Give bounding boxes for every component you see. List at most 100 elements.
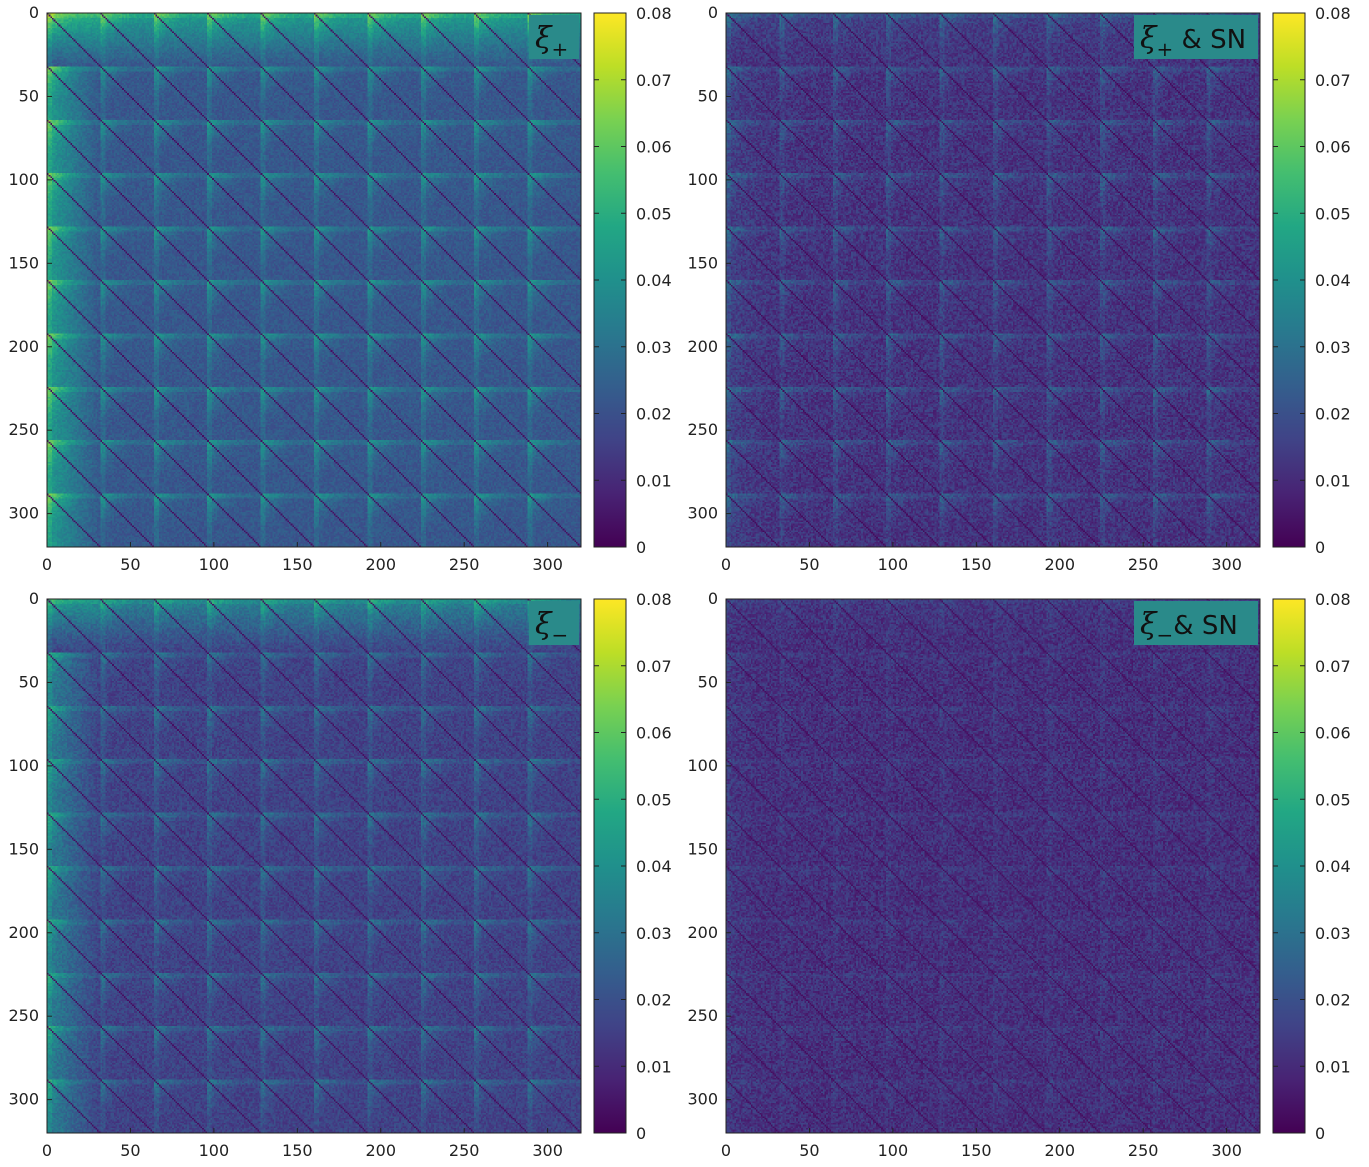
x-tick-label: 150 (282, 555, 313, 574)
y-tick-label: 300 (687, 1090, 718, 1109)
y-tick-label: 300 (8, 1090, 39, 1109)
x-tick-label: 250 (1128, 555, 1159, 574)
chart-title: ξ− (535, 607, 568, 647)
plot-frame (46, 12, 582, 548)
colorbar-tick-label: 0 (636, 1124, 646, 1143)
x-tick-label: 0 (721, 555, 731, 574)
colorbar (1272, 12, 1306, 548)
heatmap-panel-4: 0 50 100 150 200 250 300 0 50 100 150 200 250 300 ξ−& … (687, 589, 1350, 1160)
colorbar-tick-label: 0.08 (636, 4, 672, 23)
y-tick-label: 50 (19, 672, 39, 691)
colorbar-tick-label: 0.04 (636, 857, 672, 876)
chart-title: ξ+ (535, 21, 568, 61)
x-tick-label: 100 (878, 1141, 909, 1160)
colorbar-tick-label: 0.05 (636, 204, 672, 223)
x-tick-label: 200 (365, 1141, 396, 1160)
heatmap-image (726, 13, 1260, 547)
colorbar-tick-label: 0 (1315, 538, 1325, 557)
y-tick-label: 250 (687, 1006, 718, 1025)
x-tick-label: 50 (120, 1141, 140, 1160)
colorbar-tick-label: 0.01 (636, 471, 672, 490)
colorbar-tick-label: 0.02 (636, 991, 672, 1010)
heatmap-image (47, 599, 581, 1133)
heatmap-panel-3: 0 50 100 150 200 250 300 0 50 100 150 200 250 300 ξ− 0 0… (8, 589, 671, 1160)
x-tick-label: 100 (199, 1141, 230, 1160)
title-box (529, 601, 579, 645)
colorbar-tick-label: 0.03 (636, 338, 672, 357)
y-tick-label: 200 (8, 337, 39, 356)
x-tick-label: 150 (961, 555, 992, 574)
colorbar-tick-label: 0.02 (1315, 991, 1351, 1010)
x-tick-label: 0 (721, 1141, 731, 1160)
title-box (529, 15, 579, 59)
y-tick-label: 50 (698, 86, 718, 105)
y-tick-label: 150 (8, 253, 39, 272)
colorbar-tick-label: 0.07 (1315, 71, 1351, 90)
x-tick-label: 250 (1128, 1141, 1159, 1160)
y-tick-label: 0 (29, 3, 39, 22)
x-tick-label: 300 (1211, 555, 1242, 574)
y-tick-label: 200 (687, 923, 718, 942)
y-tick-label: 200 (687, 337, 718, 356)
x-tick-label: 0 (42, 1141, 52, 1160)
y-tick-label: 150 (687, 253, 718, 272)
colorbar (593, 598, 627, 1134)
y-tick-label: 100 (687, 170, 718, 189)
colorbar-tick-label: 0.01 (636, 1057, 672, 1076)
colorbar-tick-label: 0.02 (636, 405, 672, 424)
colorbar-tick-label: 0.02 (1315, 405, 1351, 424)
x-tick-label: 300 (532, 1141, 563, 1160)
colorbar-tick-label: 0.04 (1315, 271, 1351, 290)
y-tick-label: 250 (8, 420, 39, 439)
x-tick-label: 200 (365, 555, 396, 574)
y-tick-label: 100 (8, 756, 39, 775)
y-tick-label: 150 (687, 839, 718, 858)
plot-frame (725, 12, 1261, 548)
colorbar-tick-label: 0.03 (1315, 924, 1351, 943)
x-tick-label: 300 (532, 555, 563, 574)
x-tick-label: 200 (1044, 555, 1075, 574)
heatmap-image (726, 599, 1260, 1133)
x-tick-label: 250 (449, 555, 480, 574)
colorbar-tick-label: 0.06 (1315, 138, 1351, 157)
colorbar-tick-label: 0.03 (1315, 338, 1351, 357)
heatmap-panel-2: 0 50 100 150 200 250 300 0 50 100 150 200 250 300 ξ+ &… (687, 3, 1350, 574)
y-tick-label: 50 (19, 86, 39, 105)
y-tick-label: 250 (8, 1006, 39, 1025)
colorbar-tick-label: 0 (1315, 1124, 1325, 1143)
x-tick-label: 250 (449, 1141, 480, 1160)
y-tick-label: 200 (8, 923, 39, 942)
colorbar-tick-label: 0.07 (636, 657, 672, 676)
x-tick-label: 150 (282, 1141, 313, 1160)
x-tick-label: 100 (878, 555, 909, 574)
colorbar-tick-label: 0.04 (636, 271, 672, 290)
colorbar-tick-label: 0.08 (636, 590, 672, 609)
x-tick-label: 200 (1044, 1141, 1075, 1160)
chart-title: ξ−& SN (1140, 607, 1238, 647)
colorbar-tick-label: 0.07 (636, 71, 672, 90)
y-tick-label: 300 (687, 504, 718, 523)
colorbar-tick-label: 0.05 (1315, 790, 1351, 809)
colorbar-tick-label: 0.06 (636, 138, 672, 157)
y-tick-label: 50 (698, 672, 718, 691)
y-tick-label: 0 (708, 3, 718, 22)
x-tick-label: 300 (1211, 1141, 1242, 1160)
heatmap-image (47, 13, 581, 547)
y-tick-label: 100 (687, 756, 718, 775)
colorbar-tick-label: 0.01 (1315, 471, 1351, 490)
colorbar-tick-label: 0.04 (1315, 857, 1351, 876)
title-box (1134, 601, 1258, 645)
x-tick-label: 150 (961, 1141, 992, 1160)
colorbar-tick-label: 0 (636, 538, 646, 557)
colorbar-tick-label: 0.06 (636, 724, 672, 743)
x-tick-label: 50 (120, 555, 140, 574)
colorbar-tick-label: 0.05 (1315, 204, 1351, 223)
plot-frame (46, 598, 582, 1134)
colorbar-tick-label: 0.05 (636, 790, 672, 809)
colorbar-tick-label: 0.01 (1315, 1057, 1351, 1076)
y-tick-label: 0 (29, 589, 39, 608)
colorbar-tick-label: 0.08 (1315, 4, 1351, 23)
colorbar-tick-label: 0.07 (1315, 657, 1351, 676)
